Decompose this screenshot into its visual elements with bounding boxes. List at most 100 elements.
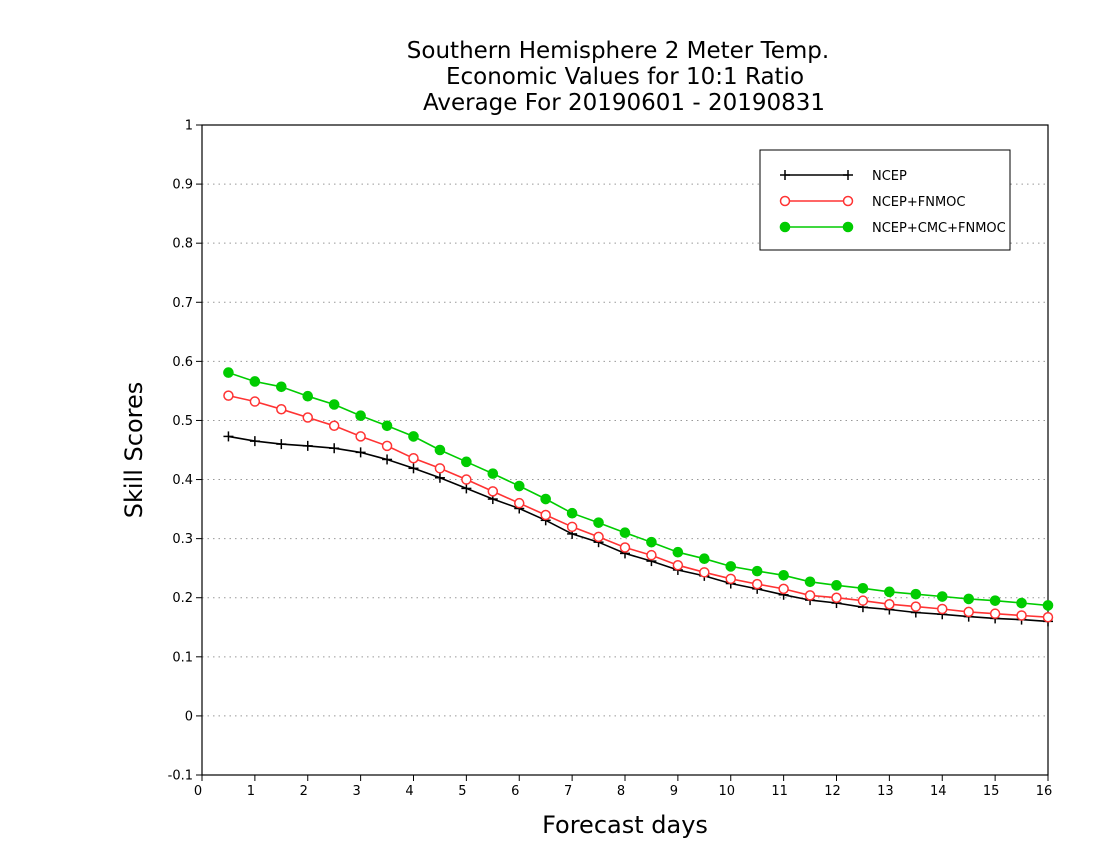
series-3-point <box>751 565 763 577</box>
x-tick-label: 4 <box>405 784 413 799</box>
x-axis-title: Forecast days <box>542 811 708 839</box>
legend-label: NCEP+CMC+FNMOC <box>872 221 1006 236</box>
series-2-point <box>328 420 340 432</box>
series-3-point <box>936 591 948 602</box>
series-2-point <box>884 598 895 610</box>
series-2-point <box>1042 611 1054 623</box>
x-tick-label: 8 <box>617 784 625 799</box>
series-2-point <box>804 590 816 601</box>
series-3-point <box>513 480 525 492</box>
y-tick-label: 0.3 <box>172 532 193 547</box>
series-3-point <box>1016 597 1027 609</box>
y-axis-title: Skill Scores <box>120 382 148 519</box>
series-1-point <box>276 439 287 450</box>
legend-item: NCEP+FNMOC <box>779 195 965 210</box>
series-3-point <box>408 431 419 442</box>
series-3-point <box>566 507 578 519</box>
y-axis: -0.1 0 0.1 0.2 0.3 0.4 0.5 0.6 0.7 0.8 0.9 1 <box>168 119 202 784</box>
series-2-point <box>381 440 393 452</box>
y-tick-label: 0.6 <box>172 355 193 370</box>
x-tick-label: 2 <box>300 784 308 799</box>
series-3-point <box>381 420 393 432</box>
legend-item: NCEP <box>780 169 907 184</box>
series-3-point <box>540 493 551 505</box>
series-2-point <box>566 521 578 533</box>
series-layer <box>223 367 1054 627</box>
x-tick-label: 1 <box>247 784 255 799</box>
x-tick-label: 15 <box>983 784 1000 799</box>
x-tick-label: 5 <box>458 784 466 799</box>
series-3-point <box>989 595 1001 606</box>
x-tick-label: 9 <box>670 784 678 799</box>
series-3-point <box>434 444 446 456</box>
y-tick-label: 1 <box>185 119 193 134</box>
legend-swatch-end-point <box>843 170 853 180</box>
y-tick-label: 0.2 <box>172 591 193 606</box>
series-3-point <box>249 376 261 387</box>
series-3-point <box>778 569 789 581</box>
chart-title-line-3: Average For 20190601 - 20190831 <box>423 90 825 116</box>
series-1-point <box>355 447 366 458</box>
x-tick-label: 6 <box>511 784 519 799</box>
series-1-point <box>302 440 313 451</box>
series-2-point <box>1016 610 1027 621</box>
series-2-point <box>461 474 472 485</box>
y-tick-label: 0.4 <box>172 473 193 488</box>
series-2-point <box>672 559 684 571</box>
series-3-point <box>725 561 737 572</box>
series-3-point <box>646 536 657 548</box>
series-2-point <box>699 567 710 578</box>
x-tick-label: 16 <box>1036 784 1053 799</box>
x-tick-label: 10 <box>718 784 735 799</box>
legend-swatch-start-point <box>779 221 791 233</box>
series-1-point <box>461 483 472 494</box>
series-3-point <box>910 588 922 600</box>
x-axis: 0 1 2 3 4 5 6 7 8 9 10 11 12 13 14 15 16 <box>194 775 1052 799</box>
series-2-point <box>355 431 366 442</box>
series-3-point <box>276 381 287 393</box>
series-3-point <box>593 517 604 528</box>
series-2-point <box>514 497 525 509</box>
series-3-point <box>963 593 974 605</box>
series-2-point <box>276 403 287 415</box>
legend-box <box>759 149 1011 251</box>
y-tick-label: 0.9 <box>172 178 193 193</box>
legend-label: NCEP+FNMOC <box>872 195 965 210</box>
series-3-point <box>857 582 869 594</box>
series-2 <box>223 390 1054 623</box>
series-3 <box>223 367 1054 611</box>
legend: NCEP NCEP+FNMOC NCEP+CMC+FNMOC <box>759 149 1011 251</box>
series-3-point <box>699 553 710 565</box>
chart-title: Southern Hemisphere 2 Meter Temp. Econom… <box>407 38 829 116</box>
legend-label: NCEP <box>872 169 907 184</box>
series-3-point <box>1042 600 1054 611</box>
legend-swatch-end-point <box>842 221 854 233</box>
y-tick-label: 0.1 <box>172 650 193 665</box>
series-1-line <box>228 435 1049 623</box>
y-tick-label: 0.5 <box>172 414 193 429</box>
series-2-point <box>619 542 631 553</box>
series-3-point <box>328 399 340 410</box>
y-tick-label: -0.1 <box>168 769 193 784</box>
series-2-point <box>778 583 789 595</box>
series-2-point <box>831 592 842 603</box>
series-2-point <box>487 486 499 497</box>
series-1-point <box>382 454 393 465</box>
series-1-point <box>408 463 419 474</box>
x-tick-label: 7 <box>564 784 572 799</box>
x-tick-label: 0 <box>194 784 202 799</box>
series-2-point <box>249 396 261 407</box>
chart-title-line-2: Economic Values for 10:1 Ratio <box>446 64 804 90</box>
x-tick-label: 3 <box>352 784 360 799</box>
legend-item: NCEP+CMC+FNMOC <box>779 221 1006 236</box>
series-2-point <box>434 463 446 474</box>
series-2-point <box>725 573 736 585</box>
series-2-point <box>223 390 234 401</box>
legend-swatch-start-point <box>779 195 791 207</box>
series-1-point <box>223 431 234 442</box>
series-1-point <box>434 472 445 483</box>
series-2-point <box>593 531 604 543</box>
series-1-point <box>249 436 260 447</box>
y-tick-label: 0.7 <box>172 296 193 311</box>
